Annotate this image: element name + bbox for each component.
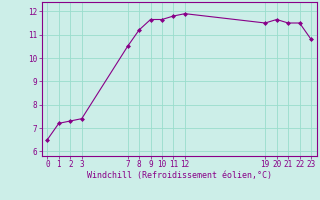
X-axis label: Windchill (Refroidissement éolien,°C): Windchill (Refroidissement éolien,°C) bbox=[87, 171, 272, 180]
